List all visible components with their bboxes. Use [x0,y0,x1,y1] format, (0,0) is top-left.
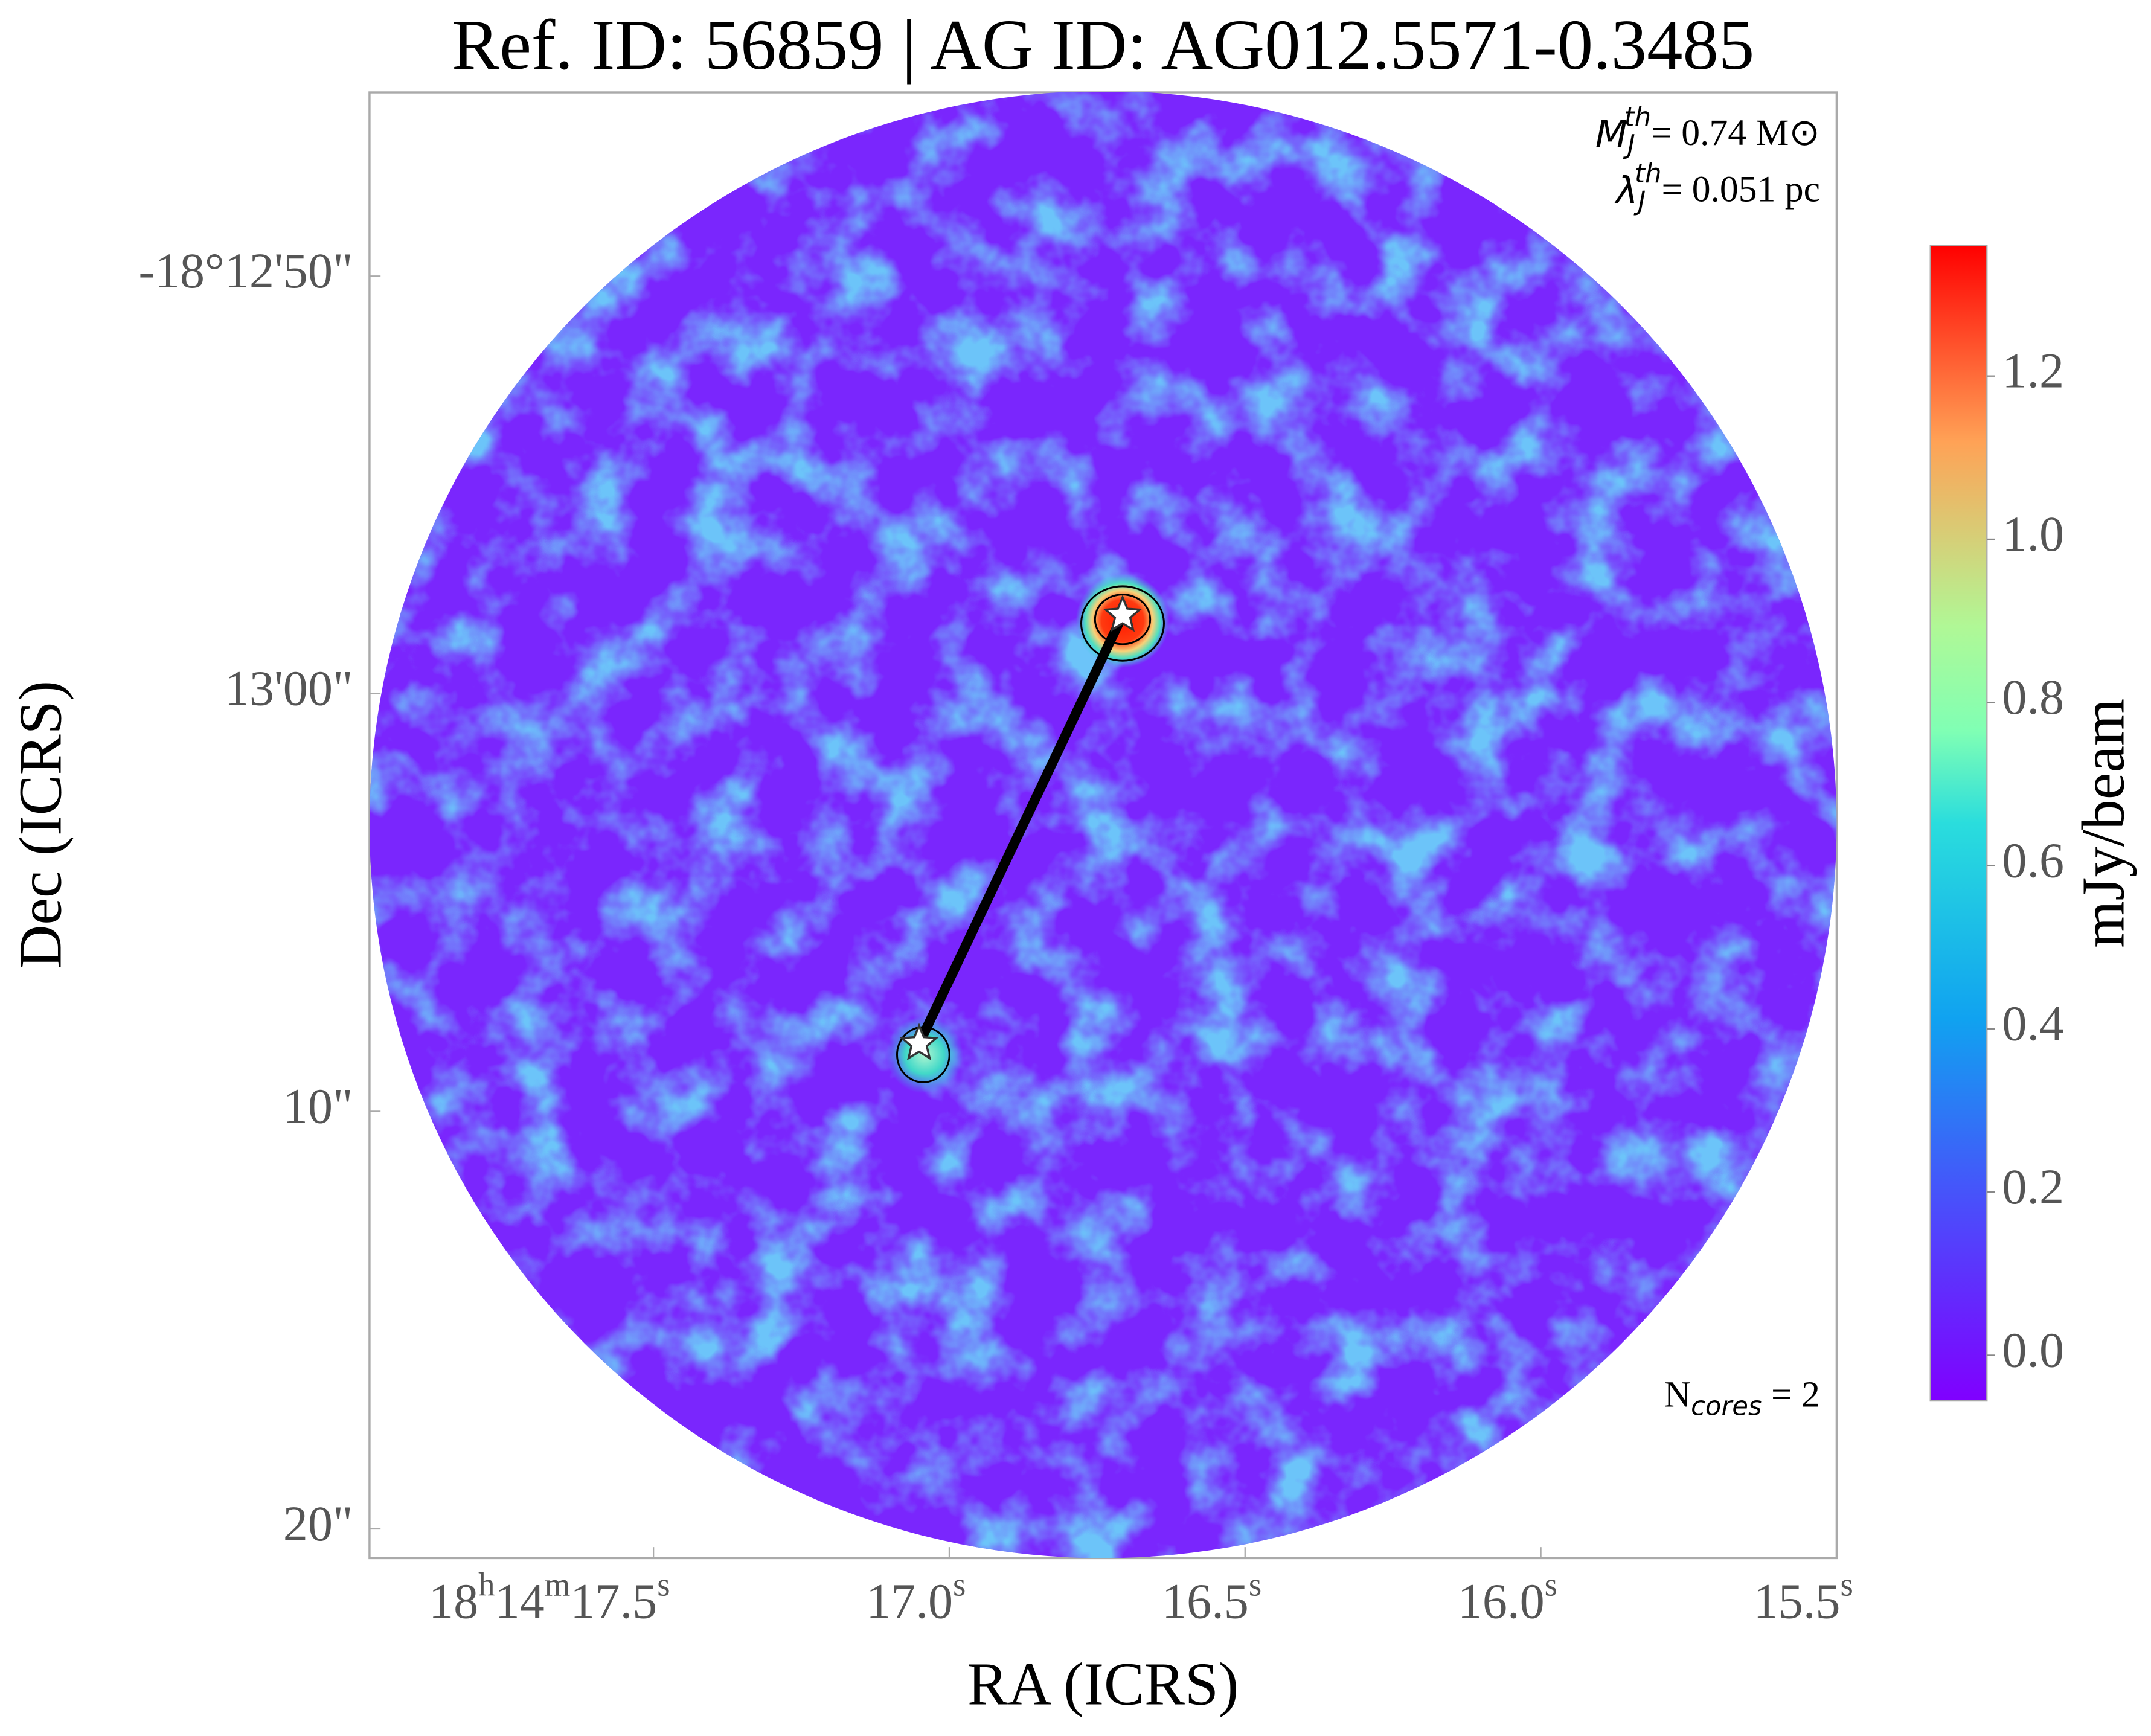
annotation-symbol: λ [1614,169,1638,213]
colorbar [1929,245,1988,1402]
annotation-sub: cores [1691,1391,1762,1421]
colorbar-tick-label: 1.0 [2002,507,2064,562]
annotation-text: = 2 [1762,1374,1820,1415]
core-star [899,1023,939,1061]
x-tick-label: 15.5s [1754,1566,1853,1629]
contour [1080,585,1165,662]
y-tick-label: -18°12'50" [138,243,353,298]
contour [1094,594,1152,645]
x-axis-label: RA (ICRS) [967,1650,1239,1718]
annotation: λJth= 0.051 pc [1614,159,1820,217]
annotation-symbol: N [1664,1374,1691,1415]
tick-label-part: 14 [495,1574,545,1629]
core-separation [914,613,1127,1046]
tick-label-part: s [1249,1566,1261,1603]
colorbar-tick-label: 0.0 [2002,1322,2064,1377]
colorbar-tick-label: 0.8 [2002,670,2064,725]
tick-label-part: 16.5 [1162,1574,1249,1629]
x-tick-label: 16.5s [1162,1566,1261,1629]
annotation-sup: th [1624,102,1651,132]
image-noise [369,92,1837,1558]
annotation: Ncores = 2 [1664,1374,1820,1421]
core-star [1103,594,1143,632]
y-tick-label: 20" [283,1496,353,1551]
colorbar-tick-label: 0.6 [2002,833,2064,888]
tick-label-part: 16.0 [1458,1574,1545,1629]
x-tick-label: 18h14m17.5s [429,1566,670,1629]
annotation-sup: th [1635,159,1661,189]
tick-label-part: m [545,1566,571,1603]
annotation: MJth= 0.74 M⊙ [1595,102,1820,160]
tick-label-part: s [1840,1566,1853,1603]
annotation-text: = 0.74 M⊙ [1651,112,1820,153]
colorbar-tick-label: 1.2 [2002,344,2064,399]
tick-label-part: s [1545,1566,1557,1603]
tick-label-part: s [657,1566,670,1603]
tick-label-part: 17.0 [866,1574,953,1629]
tick-label-part: 17.5 [570,1574,657,1629]
x-tick-label: 17.0s [866,1566,966,1629]
annotation-symbol: M [1595,112,1627,156]
colorbar-label: mJy/beam [2069,699,2137,948]
tick-label-part: h [478,1566,495,1603]
tick-label-part: 15.5 [1754,1574,1841,1629]
image-map [369,92,1837,1558]
y-tick-label: 13'00" [225,661,353,716]
annotation-text: = 0.051 pc [1662,169,1820,210]
y-axis-label: Dec (ICRS) [7,681,74,969]
tick-label-part: s [953,1566,966,1603]
x-tick-label: 16.0s [1458,1566,1557,1629]
overlay [886,574,1170,1094]
colorbar-tick-label: 0.2 [2002,1159,2064,1214]
colorbar-tick-label: 0.4 [2002,996,2064,1051]
tick-label-part: 18 [429,1574,478,1629]
y-tick-label: 10" [283,1078,353,1133]
chart-title: Ref. ID: 56859 | AG ID: AG012.5571-0.348… [452,5,1754,85]
